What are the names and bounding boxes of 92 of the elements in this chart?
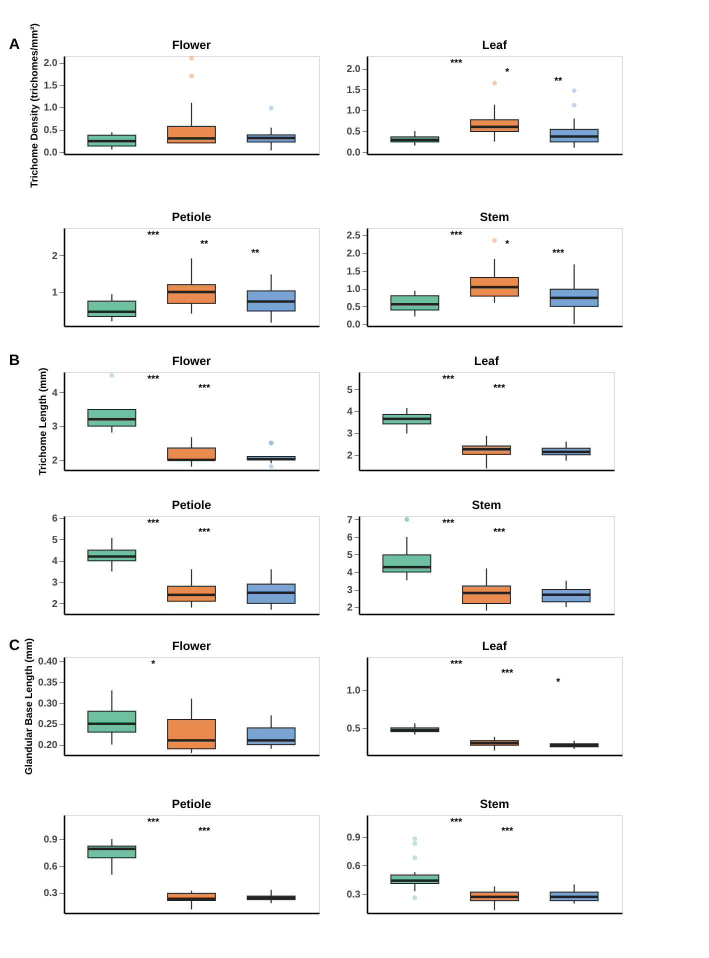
y-tick-label: 4 [346,406,353,418]
y-axis-title: Glandular Base Length (mm) [24,638,36,775]
y-tick-label: 1.0 [346,686,361,697]
y-tick-label: 1.5 [44,80,58,92]
y-tick-label: 5 [346,550,353,561]
chart-title: Petiole [172,797,212,811]
text: B [9,352,20,369]
y-tick-label: 0.35 [38,678,58,689]
y-tick-label: 2 [346,450,353,462]
y-tick-label: 2 [52,598,58,610]
chart-title: Leaf [482,639,508,653]
y-tick-label: 2.0 [346,248,361,260]
annotation: *** [450,817,462,828]
y-tick-label: 0.5 [346,723,361,734]
y-tick-label: 4 [52,388,58,399]
annotation: * [556,677,560,688]
annotation: * [505,239,510,250]
chart-title: Leaf [474,354,500,368]
y-tick-label: 2 [52,455,58,466]
y-tick-label: 3 [52,422,58,433]
y-tick-label: 0.0 [346,320,361,331]
annotation: *** [493,527,506,538]
y-axis-title: Trichome Density (trichomes/mm²) [30,23,41,188]
annotation: *** [198,527,210,538]
annotation: * [151,659,156,670]
y-tick-label: 0.30 [38,698,58,710]
annotation: *** [501,826,514,837]
y-tick-label: 0.5 [44,125,58,136]
y-tick-label: 0.40 [38,656,58,668]
annotation: *** [501,668,514,679]
y-tick-label: 1.0 [346,284,361,296]
y-tick-label: 0.9 [44,834,58,846]
y-tick-label: 2 [346,602,353,614]
y-tick-label: 0.5 [346,302,361,313]
annotation: ** [251,248,260,259]
chart-title: Flower [172,354,212,368]
y-tick-label: 5 [52,534,58,546]
annotation: *** [450,230,462,241]
annotation: * [505,67,510,78]
text: A [9,36,20,53]
y-tick-label: 1.0 [346,106,361,117]
y-axis-title: Trichome Length (mm) [38,368,49,476]
y-tick-label: 0.3 [44,888,58,900]
annotation: *** [147,374,160,385]
chart-title: Leaf [482,38,508,52]
y-tick-label: 0.0 [346,147,361,158]
y-tick-label: 0.25 [38,719,58,730]
y-tick-label: 0.9 [346,832,361,844]
chart-title: Stem [480,210,510,224]
annotation: *** [552,248,564,259]
annotation: ** [554,76,562,87]
chart-title: Flower [172,38,212,52]
y-tick-label: 3 [346,585,353,596]
y-tick-label: 0.0 [44,147,58,158]
y-tick-label: 2 [52,250,58,262]
annotation: *** [442,518,454,529]
annotation: *** [198,826,210,837]
y-tick-label: 4 [52,556,58,568]
annotation: *** [147,518,160,529]
text: C [9,637,20,654]
y-tick-label: 4 [346,568,353,578]
y-tick-label: 2.0 [346,64,361,76]
annotation: *** [450,659,462,670]
y-tick-label: 3 [52,578,58,589]
y-tick-label: 0.5 [346,126,361,138]
y-tick-label: 0.20 [38,740,58,752]
y-tick-label: 7 [346,515,353,526]
y-tick-label: 0.3 [346,889,361,900]
y-tick-label: 1 [52,287,58,298]
y-tick-label: 0.6 [346,860,361,872]
chart-title: Petiole [172,210,212,224]
annotation: *** [442,374,454,385]
annotation: *** [493,383,506,394]
y-tick-label: 0.6 [44,861,58,872]
y-tick-label: 2.5 [346,230,361,242]
chart-title: Flower [172,639,212,653]
chart-title: Stem [472,498,502,512]
annotation: ** [200,239,208,250]
annotation: *** [450,58,462,69]
annotation: *** [147,817,160,828]
annotation: *** [198,383,210,394]
y-tick-label: 6 [52,514,58,525]
chart-title: Petiole [172,498,212,512]
y-tick-label: 5 [346,384,353,396]
y-tick-label: 6 [346,532,353,544]
y-tick-label: 1.5 [346,266,361,278]
annotation: *** [147,230,160,241]
y-tick-label: 1.5 [346,84,361,96]
y-tick-label: 2.0 [44,58,58,70]
y-tick-label: 1.0 [44,102,58,114]
chart-title: Stem [480,797,510,811]
y-tick-label: 3 [346,428,353,440]
